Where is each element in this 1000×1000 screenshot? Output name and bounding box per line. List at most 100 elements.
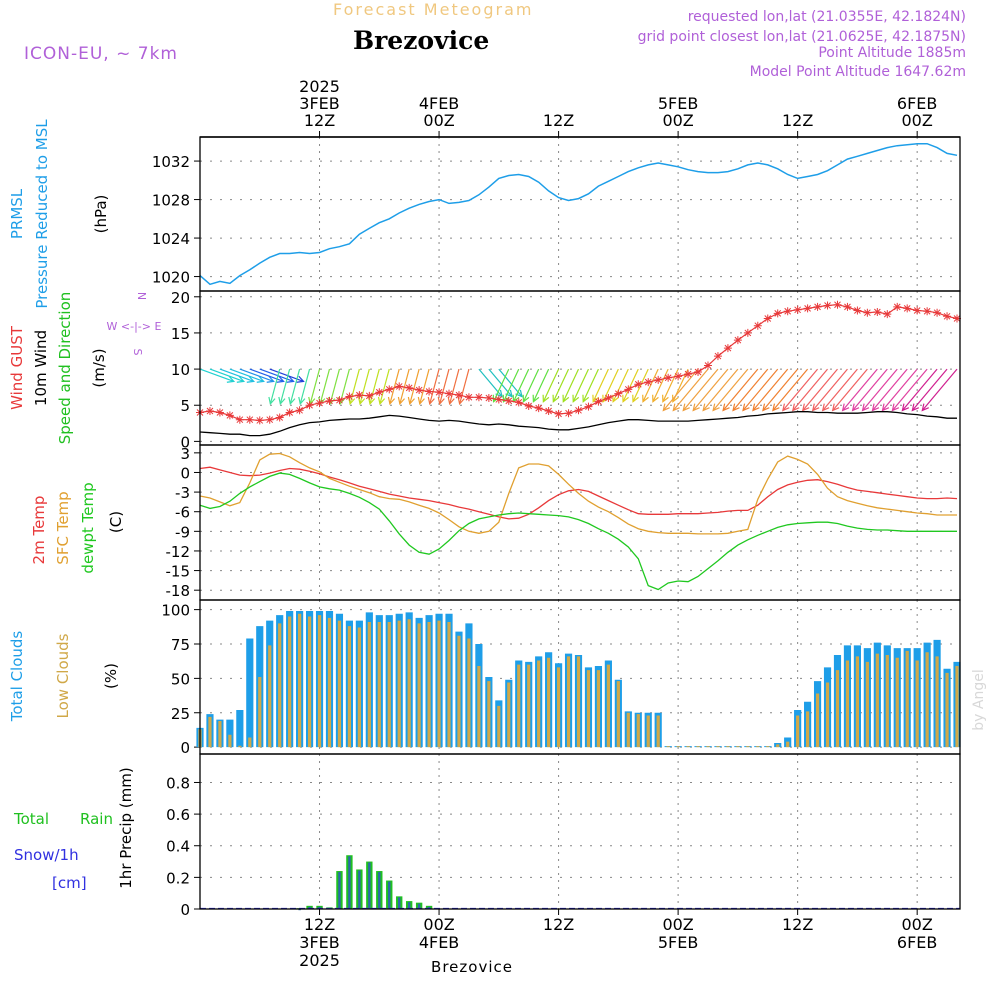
wind-arrow-head — [562, 394, 570, 403]
low-cloud-bar — [278, 623, 282, 748]
wind-gust-marker — [435, 388, 444, 397]
wind-gust-marker — [654, 375, 663, 384]
wind-arrow — [582, 368, 599, 402]
y-tick-label: 25 — [171, 705, 190, 723]
low-cloud-bar — [666, 746, 670, 748]
wind-arrow — [832, 368, 868, 411]
rain-precip-bar — [398, 897, 401, 909]
compass-south: S — [131, 349, 144, 356]
wind-arrow-head — [732, 403, 740, 412]
low-cloud-bar — [606, 664, 610, 748]
wind-arrow — [632, 368, 649, 402]
bottom-time-label: 3FEB — [299, 933, 339, 952]
wind-arrow-head — [552, 394, 560, 403]
point-altitude: Point Altitude 1885m — [818, 45, 966, 61]
bottom-time-label: 00Z — [662, 915, 693, 934]
wind-arrow — [209, 368, 244, 382]
wind-gust-marker — [544, 407, 553, 416]
low-cloud-bar — [437, 620, 441, 748]
rain-precip-bar — [348, 856, 351, 909]
wind-gust-marker — [913, 306, 922, 315]
wind-gust-marker — [205, 407, 214, 416]
wind-arrow — [449, 368, 460, 405]
wind-gust-marker — [763, 314, 772, 323]
bottom-time-label: 2025 — [299, 951, 340, 970]
low-cloud-bar — [746, 746, 750, 748]
wind-arrow-head — [276, 375, 285, 383]
low-cloud-bar — [317, 615, 322, 748]
low-cloud-bar — [556, 667, 561, 748]
wind-arrow — [852, 368, 888, 411]
top-time-label: 00Z — [423, 111, 454, 130]
top-time-label: 00Z — [662, 111, 693, 130]
y-tick-label: 100 — [161, 602, 190, 620]
low-cloud-bar — [626, 712, 630, 748]
low-cloud-bar — [218, 721, 222, 748]
wind-arrow-head — [505, 389, 513, 398]
wind-arrow-head — [357, 396, 366, 406]
y-tick-label: 15 — [171, 325, 190, 343]
low-cloud-bar — [566, 656, 571, 748]
low-cloud-bar — [796, 715, 800, 748]
wind-arrow — [742, 368, 779, 411]
wind-gust-marker — [674, 372, 683, 381]
wind-arrow-head — [256, 375, 265, 383]
wind-arrow-head — [612, 394, 619, 403]
low-cloud-bar — [357, 627, 361, 748]
y-tick-label: 75 — [171, 636, 190, 654]
watermark: by Angel — [971, 669, 987, 730]
low-cloud-bar — [407, 619, 411, 748]
top-time-label: 3FEB — [299, 94, 339, 113]
wind-gust-marker — [554, 409, 563, 418]
wind-gust-line — [199, 304, 958, 422]
rain-precip-bar — [378, 872, 381, 909]
wind-gust-marker — [474, 393, 483, 402]
wind-gust-marker — [365, 391, 374, 400]
wind-gust-marker — [624, 385, 633, 394]
low-cloud-bar — [855, 656, 859, 748]
rain-precip-bar — [368, 862, 371, 909]
wind-gust-marker — [614, 389, 623, 398]
wind-arrow-head — [782, 403, 790, 412]
low-cloud-bar — [865, 661, 869, 748]
wind-gust-marker — [933, 308, 942, 317]
wind-arrow-head — [821, 403, 830, 412]
wind-arrow — [692, 368, 729, 411]
precip-legend-cm: [cm] — [52, 874, 87, 892]
wind-arrow-head — [447, 396, 455, 406]
wind-gust-marker — [425, 387, 434, 396]
wind-arrow-head — [296, 375, 305, 383]
wind-arrow — [532, 368, 550, 402]
rain-precip-bar — [407, 902, 411, 909]
wind-arrow — [219, 368, 254, 382]
y-tick-label: 1020 — [152, 269, 190, 287]
low-cloud-bar — [537, 660, 541, 748]
wind-gust-marker — [285, 408, 294, 417]
wind-arrow — [772, 368, 809, 411]
top-time-label: 12Z — [782, 111, 813, 130]
wind-arrow-head — [407, 396, 415, 406]
wind-gust-marker — [723, 344, 732, 353]
top-time-label: 12Z — [304, 111, 335, 130]
wind-arrow — [409, 368, 420, 405]
wind-gust-marker — [873, 307, 882, 316]
forecast-title: Forecast Meteogram — [333, 0, 534, 19]
bottom-time-label: 00Z — [902, 915, 933, 934]
y-tick-label: 0.2 — [166, 869, 190, 887]
low-cloud-bar — [905, 650, 909, 748]
location-title: Brezovice — [353, 26, 490, 55]
low-cloud-bar — [806, 711, 810, 748]
wind-arrow — [239, 368, 274, 382]
wind-arrow — [622, 368, 639, 402]
wind-arrow-head — [811, 403, 820, 412]
wind-arrow — [439, 368, 450, 405]
wind-arrow — [562, 368, 580, 402]
wind-arrow-head — [861, 403, 870, 412]
precip-legend-total: Total — [13, 810, 49, 828]
low-cloud-bar — [327, 617, 332, 748]
wind-gust-marker — [494, 395, 503, 404]
wind-gust-marker — [773, 309, 782, 318]
y-tick-label: 1032 — [152, 153, 190, 171]
wind-arrow — [612, 368, 629, 402]
wind-gust-marker — [943, 312, 952, 321]
